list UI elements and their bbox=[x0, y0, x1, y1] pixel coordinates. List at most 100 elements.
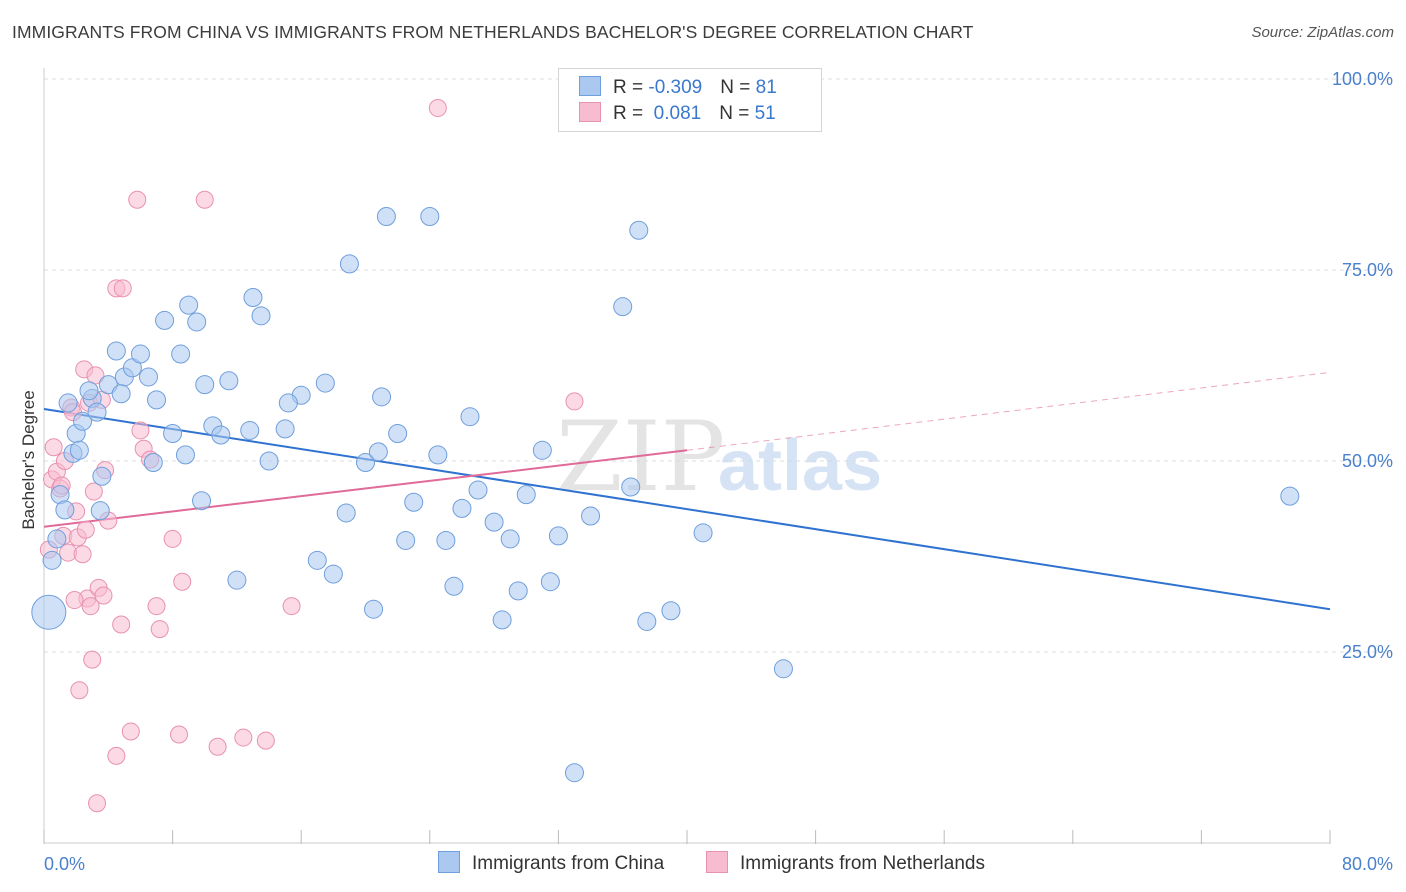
point-china bbox=[69, 440, 89, 460]
legend-row-neth: R = 0.081 N = 51 bbox=[579, 102, 776, 126]
point-china bbox=[372, 387, 392, 407]
point-china bbox=[163, 423, 183, 443]
point-neth bbox=[428, 99, 447, 118]
point-neth bbox=[173, 572, 192, 591]
point-china bbox=[31, 594, 67, 630]
point-china bbox=[47, 529, 67, 549]
point-china bbox=[315, 373, 335, 393]
point-neth bbox=[112, 615, 131, 634]
point-neth bbox=[121, 722, 140, 741]
point-neth bbox=[107, 746, 126, 765]
tick-labels: 25.0% 50.0% 75.0% 100.0% 0.0% 80.0% bbox=[44, 69, 1393, 874]
point-neth bbox=[76, 520, 95, 539]
point-china bbox=[428, 445, 448, 465]
point-china bbox=[138, 367, 158, 387]
point-china bbox=[364, 599, 384, 619]
legend-item-neth[interactable]: Immigrants from Netherlands bbox=[706, 851, 985, 875]
legend-item-china[interactable]: Immigrants from China bbox=[438, 851, 664, 875]
point-china bbox=[356, 453, 375, 473]
point-china bbox=[613, 297, 633, 317]
point-china bbox=[396, 530, 416, 550]
point-china bbox=[436, 530, 456, 550]
point-china bbox=[219, 371, 239, 391]
point-china bbox=[275, 419, 295, 439]
point-china bbox=[171, 344, 191, 364]
point-china bbox=[420, 207, 440, 227]
point-china bbox=[444, 576, 464, 596]
point-china bbox=[540, 572, 560, 592]
point-china bbox=[323, 564, 343, 584]
y-tick-label: 50.0% bbox=[1342, 451, 1393, 471]
legend-stats: R = -0.309 N = 81 R = 0.081 N = 51 bbox=[558, 68, 822, 132]
point-china bbox=[87, 402, 107, 422]
grid-lines bbox=[44, 78, 1392, 653]
point-china bbox=[240, 420, 260, 440]
point-china bbox=[336, 503, 356, 523]
point-china bbox=[143, 453, 163, 473]
point-china bbox=[508, 581, 528, 601]
n-value: 51 bbox=[754, 103, 776, 124]
point-china bbox=[564, 763, 584, 783]
x-tick-label-right: 80.0% bbox=[1342, 854, 1393, 874]
n-label: N = bbox=[719, 103, 755, 124]
point-china bbox=[58, 393, 78, 413]
point-china bbox=[637, 611, 657, 631]
point-china bbox=[468, 480, 488, 500]
point-china bbox=[307, 550, 327, 570]
point-china bbox=[147, 390, 167, 410]
point-neth bbox=[234, 728, 253, 747]
point-neth bbox=[73, 545, 92, 564]
legend-swatch-neth bbox=[579, 102, 601, 122]
data-points bbox=[31, 99, 1300, 813]
point-china bbox=[492, 610, 512, 630]
watermark-zip: ZIP bbox=[556, 401, 725, 513]
point-neth bbox=[163, 529, 182, 548]
point-china bbox=[42, 550, 62, 570]
point-china bbox=[532, 440, 552, 460]
point-china bbox=[404, 492, 424, 512]
point-china bbox=[227, 570, 247, 590]
point-china bbox=[187, 312, 207, 332]
legend-label-neth: Immigrants from Netherlands bbox=[740, 853, 985, 874]
point-china bbox=[155, 310, 175, 330]
point-neth bbox=[147, 597, 166, 616]
point-neth bbox=[44, 438, 63, 457]
point-neth bbox=[65, 591, 84, 610]
point-china bbox=[211, 425, 231, 445]
point-china bbox=[192, 491, 212, 511]
x-tick-label-left: 0.0% bbox=[44, 854, 85, 874]
point-neth bbox=[88, 794, 107, 813]
point-neth bbox=[131, 421, 150, 440]
point-china bbox=[175, 445, 195, 465]
point-neth bbox=[70, 681, 89, 700]
point-china bbox=[79, 381, 99, 401]
point-china bbox=[376, 207, 396, 227]
point-neth bbox=[94, 586, 113, 605]
point-neth bbox=[81, 597, 100, 616]
point-china bbox=[130, 344, 150, 364]
point-china bbox=[629, 220, 649, 240]
trendline-neth bbox=[43, 449, 688, 528]
point-china bbox=[278, 393, 298, 413]
r-label: R = bbox=[613, 103, 649, 124]
n-label: N = bbox=[720, 77, 756, 98]
trendline-china bbox=[43, 408, 1331, 611]
n-value: 81 bbox=[755, 77, 777, 98]
point-china bbox=[581, 506, 601, 526]
point-china bbox=[179, 295, 199, 315]
point-neth bbox=[150, 620, 169, 639]
point-china bbox=[98, 375, 118, 395]
point-china bbox=[621, 477, 641, 497]
chart-source: Source: ZipAtlas.com bbox=[1251, 24, 1394, 41]
legend-swatch-neth bbox=[706, 851, 728, 873]
point-neth bbox=[128, 190, 147, 209]
y-axis-label: Bachelor's Degree bbox=[19, 390, 38, 529]
watermark-atlas: atlas bbox=[718, 426, 882, 506]
point-china bbox=[516, 485, 536, 505]
point-china bbox=[73, 411, 93, 431]
point-china bbox=[460, 407, 480, 427]
legend-row-china: R = -0.309 N = 81 bbox=[579, 76, 777, 100]
y-tick-label: 25.0% bbox=[1342, 642, 1393, 662]
trend-lines bbox=[43, 371, 1331, 611]
